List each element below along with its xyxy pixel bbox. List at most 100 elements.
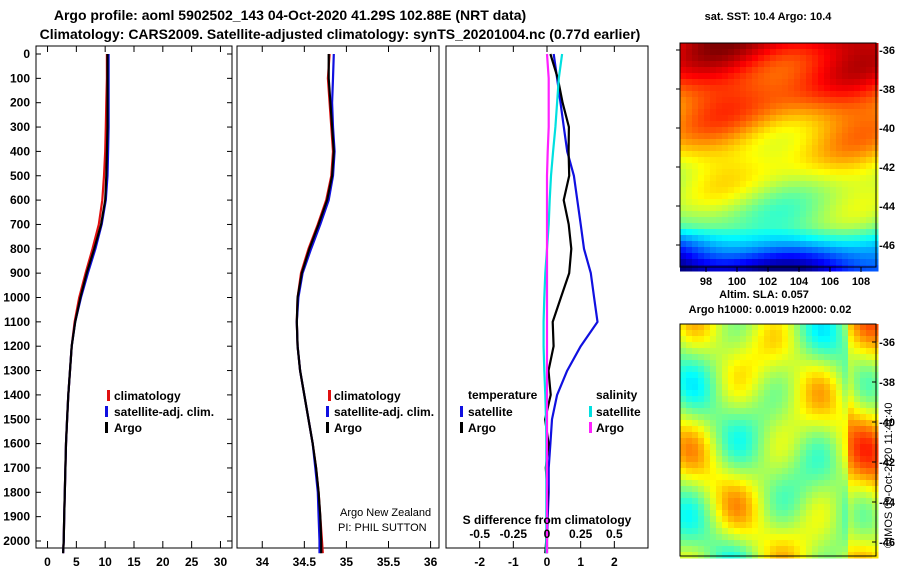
map-cell	[866, 492, 873, 499]
map-cell	[866, 372, 873, 379]
map-cell	[692, 450, 699, 457]
map-cell	[788, 73, 795, 80]
map-cell	[716, 390, 723, 397]
map-cell	[752, 462, 759, 469]
map-cell	[710, 522, 717, 529]
map-cell	[812, 360, 819, 367]
map-cell	[740, 43, 747, 50]
map-cell	[860, 85, 867, 92]
map-cell	[704, 229, 711, 236]
x-tick-label: 35	[340, 555, 354, 569]
map-cell	[830, 522, 837, 529]
map-cell	[740, 504, 747, 511]
map-cell	[746, 480, 753, 487]
map-cell	[776, 265, 783, 272]
map-cell	[740, 486, 747, 493]
lat-tick-label: -38	[879, 377, 895, 389]
map-cell	[734, 552, 741, 559]
map-cell	[698, 109, 705, 116]
map-cell	[758, 49, 765, 56]
map-cell	[824, 127, 831, 134]
map-cell	[764, 223, 771, 230]
map-cell	[866, 115, 873, 122]
map-cell	[758, 540, 765, 547]
map-cell	[860, 55, 867, 62]
map-cell	[842, 43, 849, 50]
map-cell	[758, 235, 765, 242]
map-cell	[830, 259, 837, 266]
map-cell	[794, 432, 801, 439]
legend-label-t-argo: Argo	[468, 421, 496, 435]
map-cell	[836, 366, 843, 373]
map-cell	[776, 420, 783, 427]
map-cell	[710, 360, 717, 367]
map-cell	[692, 127, 699, 134]
map-cell	[770, 55, 777, 62]
map-cell	[800, 348, 807, 355]
map-cell	[710, 73, 717, 80]
map-cell	[830, 462, 837, 469]
map-cell	[800, 456, 807, 463]
map-cell	[680, 199, 687, 206]
map-cell	[698, 378, 705, 385]
map-cell	[824, 97, 831, 104]
map-cell	[740, 241, 747, 248]
map-cell	[830, 510, 837, 517]
map-cell	[776, 408, 783, 415]
map-cell	[764, 516, 771, 523]
map-cell	[854, 205, 861, 212]
map-cell	[740, 456, 747, 463]
map-cell	[740, 414, 747, 421]
map-cell	[830, 73, 837, 80]
map-cell	[680, 360, 687, 367]
x-tick-label: 25	[185, 555, 199, 569]
map-cell	[770, 492, 777, 499]
map-cell	[782, 79, 789, 86]
map-cell	[752, 516, 759, 523]
map-cell	[812, 151, 819, 158]
map-cell	[854, 169, 861, 176]
map-cell	[794, 504, 801, 511]
map-cell	[866, 534, 873, 541]
map-cell	[704, 121, 711, 128]
map-cell	[854, 55, 861, 62]
map-cell	[728, 115, 735, 122]
map-cell	[692, 223, 699, 230]
map-cell	[800, 187, 807, 194]
map-cell	[710, 408, 717, 415]
map-cell	[776, 456, 783, 463]
map-cell	[818, 127, 825, 134]
map-cell	[818, 199, 825, 206]
map-cell	[698, 163, 705, 170]
map-cell	[830, 43, 837, 50]
map-cell	[848, 522, 855, 529]
map-cell	[734, 414, 741, 421]
map-cell	[686, 139, 693, 146]
map-cell	[770, 175, 777, 182]
map-cell	[782, 498, 789, 505]
map-cell	[782, 444, 789, 451]
map-cell	[716, 241, 723, 248]
map-cell	[866, 408, 873, 415]
map-cell	[746, 534, 753, 541]
map-cell	[782, 540, 789, 547]
map-cell	[710, 432, 717, 439]
map-cell	[776, 85, 783, 92]
map-cell	[836, 384, 843, 391]
map-cell	[692, 528, 699, 535]
map-cell	[836, 348, 843, 355]
map-cell	[710, 420, 717, 427]
map-cell	[704, 384, 711, 391]
map-cell	[764, 510, 771, 517]
map-cell	[866, 229, 873, 236]
map-cell	[746, 390, 753, 397]
map-cell	[794, 61, 801, 68]
map-cell	[692, 408, 699, 415]
map-cell	[782, 432, 789, 439]
map-cell	[764, 211, 771, 218]
map-cell	[758, 259, 765, 266]
map-cell	[800, 360, 807, 367]
map-cell	[860, 133, 867, 140]
map-cell	[770, 67, 777, 74]
map-cell	[776, 342, 783, 349]
